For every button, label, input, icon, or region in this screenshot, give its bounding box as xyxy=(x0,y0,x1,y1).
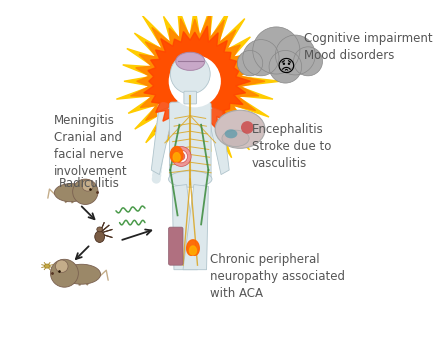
Ellipse shape xyxy=(156,129,166,138)
Circle shape xyxy=(253,27,300,74)
Polygon shape xyxy=(190,246,196,254)
FancyBboxPatch shape xyxy=(184,91,197,104)
Ellipse shape xyxy=(154,152,164,161)
Ellipse shape xyxy=(156,121,167,130)
Text: Chronic peripheral
neuropathy associated
with ACA: Chronic peripheral neuropathy associated… xyxy=(210,253,345,300)
Circle shape xyxy=(170,54,210,94)
Circle shape xyxy=(237,50,263,76)
Polygon shape xyxy=(172,184,198,270)
Ellipse shape xyxy=(97,227,102,232)
Circle shape xyxy=(82,180,93,191)
Ellipse shape xyxy=(153,163,162,172)
FancyBboxPatch shape xyxy=(169,227,183,265)
Ellipse shape xyxy=(95,231,105,242)
Ellipse shape xyxy=(215,110,265,148)
Ellipse shape xyxy=(153,159,163,168)
Ellipse shape xyxy=(157,106,169,115)
Circle shape xyxy=(73,179,98,205)
Ellipse shape xyxy=(44,264,50,268)
Ellipse shape xyxy=(157,110,169,119)
Ellipse shape xyxy=(152,167,162,176)
Text: Radiculitis: Radiculitis xyxy=(59,177,120,190)
Circle shape xyxy=(51,259,78,287)
Text: Cognitive impairment
Mood disorders: Cognitive impairment Mood disorders xyxy=(304,32,433,62)
Text: Encephalitis
Stroke due to
vasculitis: Encephalitis Stroke due to vasculitis xyxy=(252,123,331,170)
Ellipse shape xyxy=(169,171,212,187)
Circle shape xyxy=(243,40,279,76)
Polygon shape xyxy=(131,12,265,144)
Polygon shape xyxy=(173,153,180,161)
Circle shape xyxy=(241,121,253,134)
Polygon shape xyxy=(187,240,199,255)
Text: Meningitis
Cranial and
facial nerve
involvement: Meningitis Cranial and facial nerve invo… xyxy=(55,114,128,178)
Ellipse shape xyxy=(155,133,166,142)
Ellipse shape xyxy=(154,148,164,157)
Ellipse shape xyxy=(63,264,101,284)
Polygon shape xyxy=(170,147,183,162)
Circle shape xyxy=(294,47,323,76)
Polygon shape xyxy=(151,107,174,175)
Ellipse shape xyxy=(152,175,161,184)
Ellipse shape xyxy=(222,130,249,147)
Circle shape xyxy=(275,35,315,75)
Polygon shape xyxy=(169,98,212,108)
Ellipse shape xyxy=(158,102,169,111)
Ellipse shape xyxy=(55,184,87,202)
Ellipse shape xyxy=(157,114,168,123)
Polygon shape xyxy=(183,184,208,270)
Circle shape xyxy=(175,150,188,163)
Ellipse shape xyxy=(155,140,165,149)
Ellipse shape xyxy=(155,136,165,146)
Circle shape xyxy=(171,147,191,166)
Circle shape xyxy=(169,55,221,107)
Polygon shape xyxy=(207,107,229,175)
Ellipse shape xyxy=(154,144,164,153)
Ellipse shape xyxy=(225,129,237,138)
Text: 😟: 😟 xyxy=(276,58,295,76)
Circle shape xyxy=(177,153,185,160)
Polygon shape xyxy=(116,0,280,158)
Ellipse shape xyxy=(153,155,163,165)
Ellipse shape xyxy=(152,171,161,180)
Polygon shape xyxy=(144,26,250,131)
Circle shape xyxy=(269,50,302,83)
Ellipse shape xyxy=(156,125,167,134)
Ellipse shape xyxy=(156,117,168,127)
Circle shape xyxy=(55,260,68,272)
Ellipse shape xyxy=(176,52,205,70)
FancyBboxPatch shape xyxy=(169,102,211,182)
